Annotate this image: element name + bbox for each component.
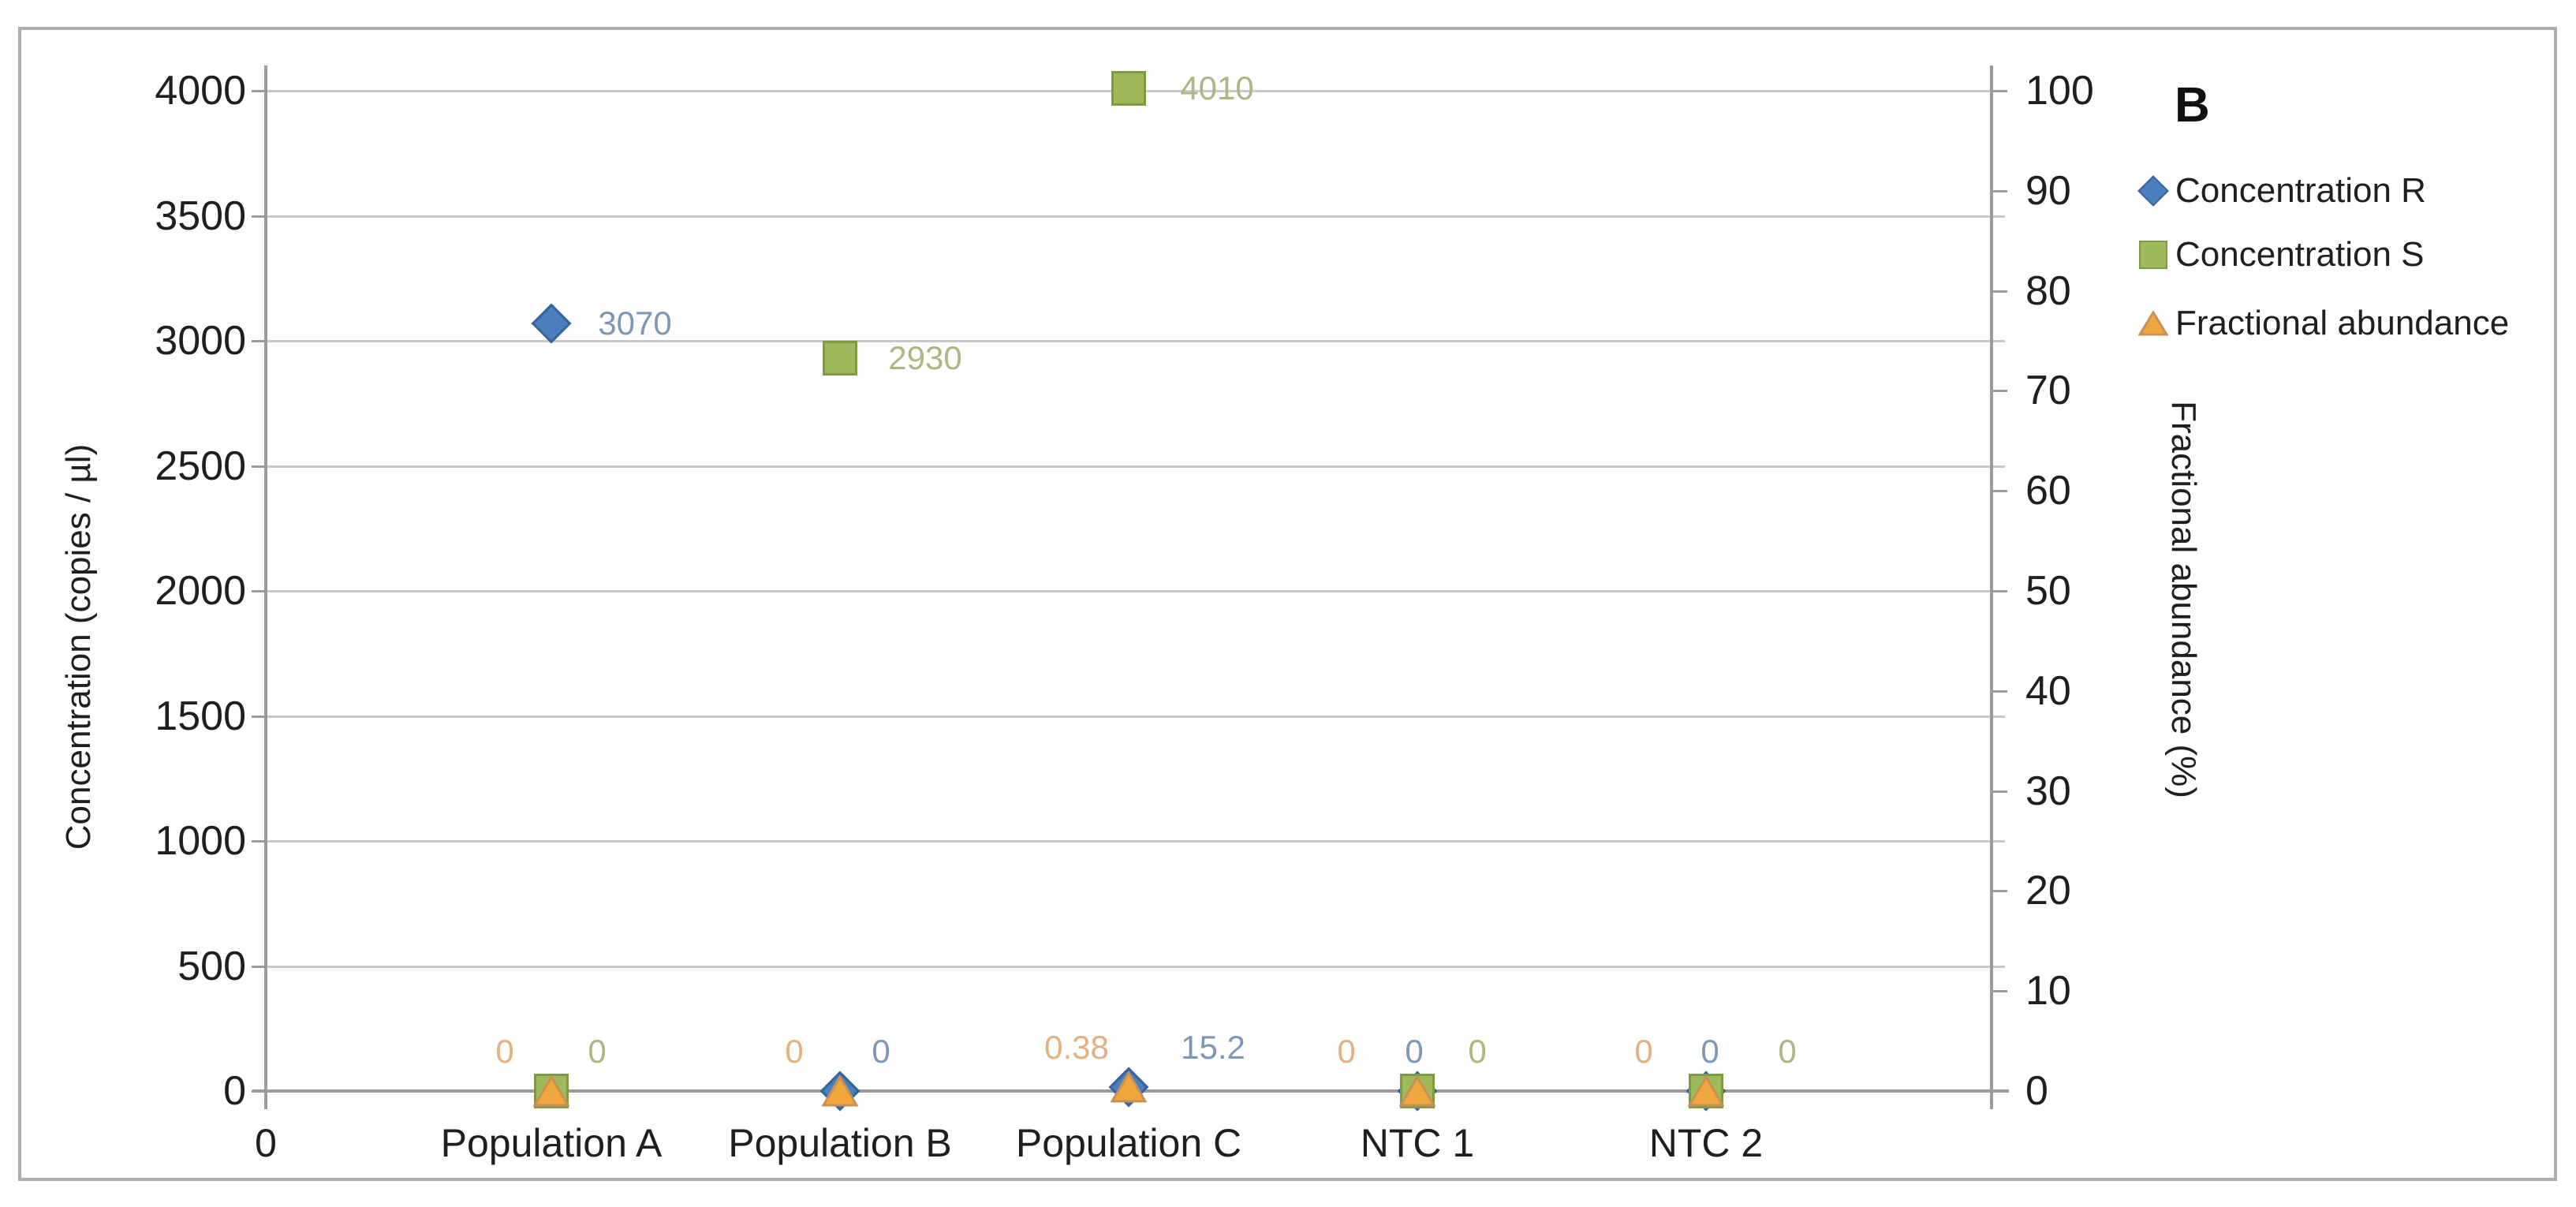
gridline xyxy=(266,715,2005,718)
right-axis-tick-label: 50 xyxy=(2025,568,2071,614)
left-axis-tick xyxy=(252,590,266,592)
right-axis-tick-label: 20 xyxy=(2025,868,2071,914)
data-label-concentration-r-ntc-2: 0 xyxy=(1701,1033,1719,1070)
marker-concentration-s-population-b xyxy=(823,341,857,376)
x-axis-category-label-population-c: Population C xyxy=(1015,1121,1242,1165)
x-axis-category-label-population-a: Population A xyxy=(440,1121,663,1165)
marker-fractional-abundance-population-c xyxy=(1111,1071,1147,1103)
legend-item-fractional-abundance: Fractional abundance xyxy=(2134,300,2509,347)
right-axis-tick-label: 70 xyxy=(2025,368,2071,414)
right-axis-line xyxy=(1990,65,1993,1109)
data-label-fractional-abundance-ntc-1: 0 xyxy=(1337,1033,1356,1070)
marker-fractional-abundance-population-a xyxy=(533,1075,569,1107)
marker-fractional-abundance-population-b xyxy=(822,1075,858,1107)
right-axis-tick xyxy=(1992,290,2007,293)
data-label-concentration-r-population-c: 15.2 xyxy=(1181,1029,1245,1067)
x-axis-category-label-ntc-1: NTC 1 xyxy=(1360,1121,1475,1165)
left-axis-tick-label: 2500 xyxy=(155,443,246,489)
data-label-fractional-abundance-population-c: 0.38 xyxy=(1044,1029,1109,1067)
legend-label: Fractional abundance xyxy=(2175,304,2510,342)
left-axis-tick xyxy=(252,965,266,968)
right-axis-tick-label: 100 xyxy=(2025,68,2094,114)
right-axis-tick-label: 80 xyxy=(2025,267,2071,314)
data-label-concentration-s-population-a: 0 xyxy=(588,1033,607,1070)
right-axis-tick-label: 0 xyxy=(2025,1068,2048,1114)
left-axis-tick xyxy=(252,715,266,718)
gridline xyxy=(266,340,2005,342)
right-axis-title: Fractional abundance (%) xyxy=(2164,401,2203,798)
right-axis-tick-label: 10 xyxy=(2025,968,2071,1015)
marker-fractional-abundance-ntc-2 xyxy=(1688,1075,1724,1107)
legend-label: Concentration R xyxy=(2175,171,2426,210)
panel-label: B xyxy=(2175,78,2210,133)
diamond-icon xyxy=(2134,167,2172,215)
left-axis-line xyxy=(264,65,267,1109)
data-label-concentration-s-ntc-1: 0 xyxy=(1468,1033,1487,1070)
data-label-concentration-s-population-c: 4010 xyxy=(1180,69,1254,106)
left-axis-tick-label: 2000 xyxy=(155,568,246,614)
right-axis-tick xyxy=(1992,790,2007,793)
right-axis-tick-label: 40 xyxy=(2025,667,2071,714)
right-axis-tick-label: 90 xyxy=(2025,167,2071,214)
data-label-concentration-r-population-b: 0 xyxy=(872,1033,890,1070)
marker-concentration-s-population-c xyxy=(1111,70,1146,106)
x-axis-category-label-population-b: Population B xyxy=(728,1121,952,1165)
right-axis-tick-label: 30 xyxy=(2025,768,2071,814)
gridline xyxy=(266,590,2005,592)
right-axis-tick xyxy=(1992,990,2007,993)
gridline xyxy=(266,840,2005,843)
x-axis-origin-label: 0 xyxy=(255,1121,277,1165)
left-axis-tick xyxy=(252,215,266,218)
gridline xyxy=(266,465,2005,468)
left-axis-tick-label: 1500 xyxy=(155,693,246,739)
left-axis-tick-label: 500 xyxy=(177,943,246,989)
square-icon xyxy=(2134,231,2172,278)
left-axis-tick-label: 4000 xyxy=(155,68,246,114)
legend-label: Concentration S xyxy=(2175,235,2425,274)
legend-item-concentration-r: Concentration R xyxy=(2134,167,2426,215)
left-axis-tick-label: 1000 xyxy=(155,818,246,864)
left-axis-tick xyxy=(252,90,266,92)
right-axis-tick xyxy=(1992,590,2007,592)
data-label-concentration-r-ntc-1: 0 xyxy=(1405,1033,1424,1070)
left-axis-tick xyxy=(252,1090,266,1093)
right-axis-tick xyxy=(1992,689,2007,693)
x-axis-category-label-ntc-2: NTC 2 xyxy=(1648,1121,1764,1165)
right-axis-tick xyxy=(1992,189,2007,192)
data-label-fractional-abundance-population-a: 0 xyxy=(495,1033,514,1070)
left-axis-tick xyxy=(252,840,266,843)
right-axis-tick xyxy=(1992,390,2007,393)
right-axis-tick-label: 60 xyxy=(2025,468,2071,514)
right-axis-tick xyxy=(1992,90,2007,92)
marker-fractional-abundance-ntc-1 xyxy=(1399,1075,1435,1107)
left-axis-title: Concentration (copies / µl) xyxy=(59,443,98,850)
right-axis-tick xyxy=(1992,890,2007,893)
figure-frame xyxy=(18,27,2557,1181)
left-axis-tick xyxy=(252,465,266,468)
left-axis-tick-label: 0 xyxy=(223,1068,246,1114)
triangle-icon xyxy=(2134,300,2172,347)
legend-item-concentration-s: Concentration S xyxy=(2134,231,2425,278)
gridline xyxy=(266,965,2005,968)
data-label-fractional-abundance-ntc-2: 0 xyxy=(1634,1033,1653,1070)
right-axis-tick xyxy=(1992,1090,2007,1093)
right-axis-tick xyxy=(1992,490,2007,493)
data-label-concentration-s-population-b: 2930 xyxy=(888,339,962,377)
gridline xyxy=(266,215,2005,218)
data-label-concentration-s-ntc-2: 0 xyxy=(1778,1033,1797,1070)
data-label-fractional-abundance-population-b: 0 xyxy=(785,1033,804,1070)
left-axis-tick-label: 3000 xyxy=(155,318,246,364)
left-axis-tick xyxy=(252,340,266,342)
data-label-concentration-r-population-a: 3070 xyxy=(598,304,672,342)
left-axis-tick-label: 3500 xyxy=(155,192,246,239)
